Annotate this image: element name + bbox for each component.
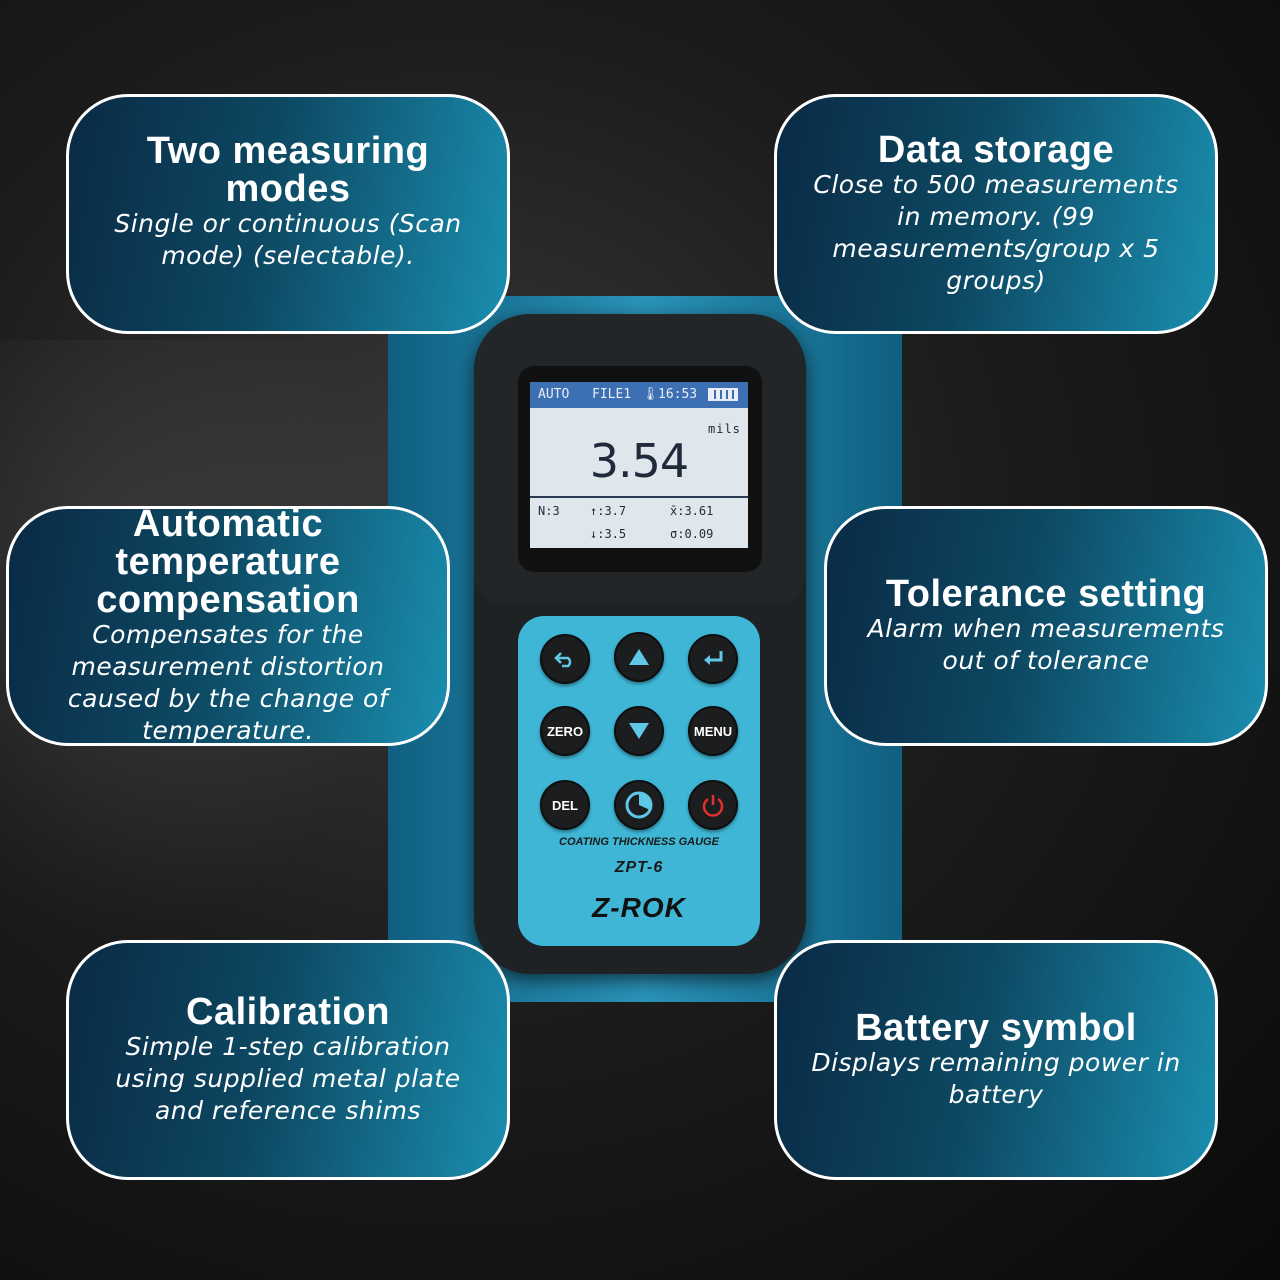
back-button[interactable] — [540, 634, 590, 684]
max-stat: ↑:3.7 — [590, 504, 627, 518]
file-label: FILE1 — [592, 387, 632, 402]
mean-stat: x̄:3.61 — [670, 504, 714, 518]
feature-description: Close to 500 measurements in memory. (99… — [813, 170, 1179, 295]
feature-title: Two measuring modes — [146, 130, 430, 210]
power-icon — [702, 795, 724, 817]
feature-card-tolerance-setting: Tolerance setting Alarm when measurement… — [824, 506, 1268, 746]
brand-logo: Z-ROK — [592, 892, 686, 923]
feature-description: Displays remaining power in battery — [811, 1048, 1181, 1109]
up-button[interactable] — [614, 632, 664, 682]
down-arrow-icon — [629, 723, 649, 739]
mode-label: AUTO — [538, 387, 570, 402]
back-arrow-icon — [554, 652, 572, 668]
feature-card-measuring-modes: Two measuring modes Single or continuous… — [66, 94, 510, 334]
feature-card-battery-symbol: Battery symbol Displays remaining power … — [774, 940, 1218, 1180]
coating-thickness-gauge-device: AUTO FILE1 🌡 16:53 mils 3.54 N:3 ↑:3.7 x… — [474, 314, 806, 974]
stddev-stat: σ:0.09 — [670, 527, 714, 541]
feature-title: Tolerance setting — [885, 573, 1207, 615]
device-screen: AUTO FILE1 🌡 16:53 mils 3.54 N:3 ↑:3.7 x… — [530, 382, 748, 548]
pie-chart-icon — [625, 791, 653, 819]
del-button[interactable]: DEL — [540, 780, 590, 830]
thermometer-icon: 🌡 — [642, 387, 659, 402]
unit-label: mils — [708, 422, 741, 436]
feature-description: Compensates for the measurement distorti… — [67, 620, 389, 745]
feature-title: Automatic temperature compensation — [96, 503, 360, 621]
feature-title: Data storage — [877, 129, 1115, 171]
feature-card-temperature-compensation: Automatic temperature compensation Compe… — [6, 503, 450, 746]
zero-button[interactable]: ZERO — [540, 706, 590, 756]
down-button[interactable] — [614, 706, 664, 756]
keypad: ZERO MENU DEL COATING THICKNESS GAUGE ZP… — [518, 616, 760, 946]
min-stat: ↓:3.5 — [590, 527, 627, 541]
feature-title: Calibration — [186, 991, 390, 1033]
enter-button[interactable] — [688, 634, 738, 684]
device-label: COATING THICKNESS GAUGE — [559, 836, 719, 848]
up-arrow-icon — [629, 649, 649, 665]
screen-status-bar: AUTO FILE1 🌡 16:53 — [530, 382, 748, 408]
measurement-reading: 3.54 — [589, 434, 689, 488]
feature-card-data-storage: Data storage Close to 500 measurements i… — [774, 94, 1218, 334]
feature-description: Single or continuous (Scan mode) (select… — [114, 209, 462, 270]
stats-button[interactable] — [614, 780, 664, 830]
screen-divider — [530, 496, 748, 498]
power-button[interactable] — [688, 780, 738, 830]
feature-description: Alarm when measurements out of tolerance — [867, 614, 1225, 675]
feature-description: Simple 1-step calibration using supplied… — [115, 1032, 461, 1125]
feature-card-calibration: Calibration Simple 1-step calibration us… — [66, 940, 510, 1180]
count-stat: N:3 — [538, 504, 560, 518]
enter-icon — [704, 651, 723, 665]
feature-title: Battery symbol — [855, 1007, 1137, 1049]
battery-icon — [708, 388, 738, 401]
time-label: 16:53 — [658, 387, 698, 402]
device-model: ZPT-6 — [614, 859, 664, 876]
menu-button[interactable]: MENU — [688, 706, 738, 756]
